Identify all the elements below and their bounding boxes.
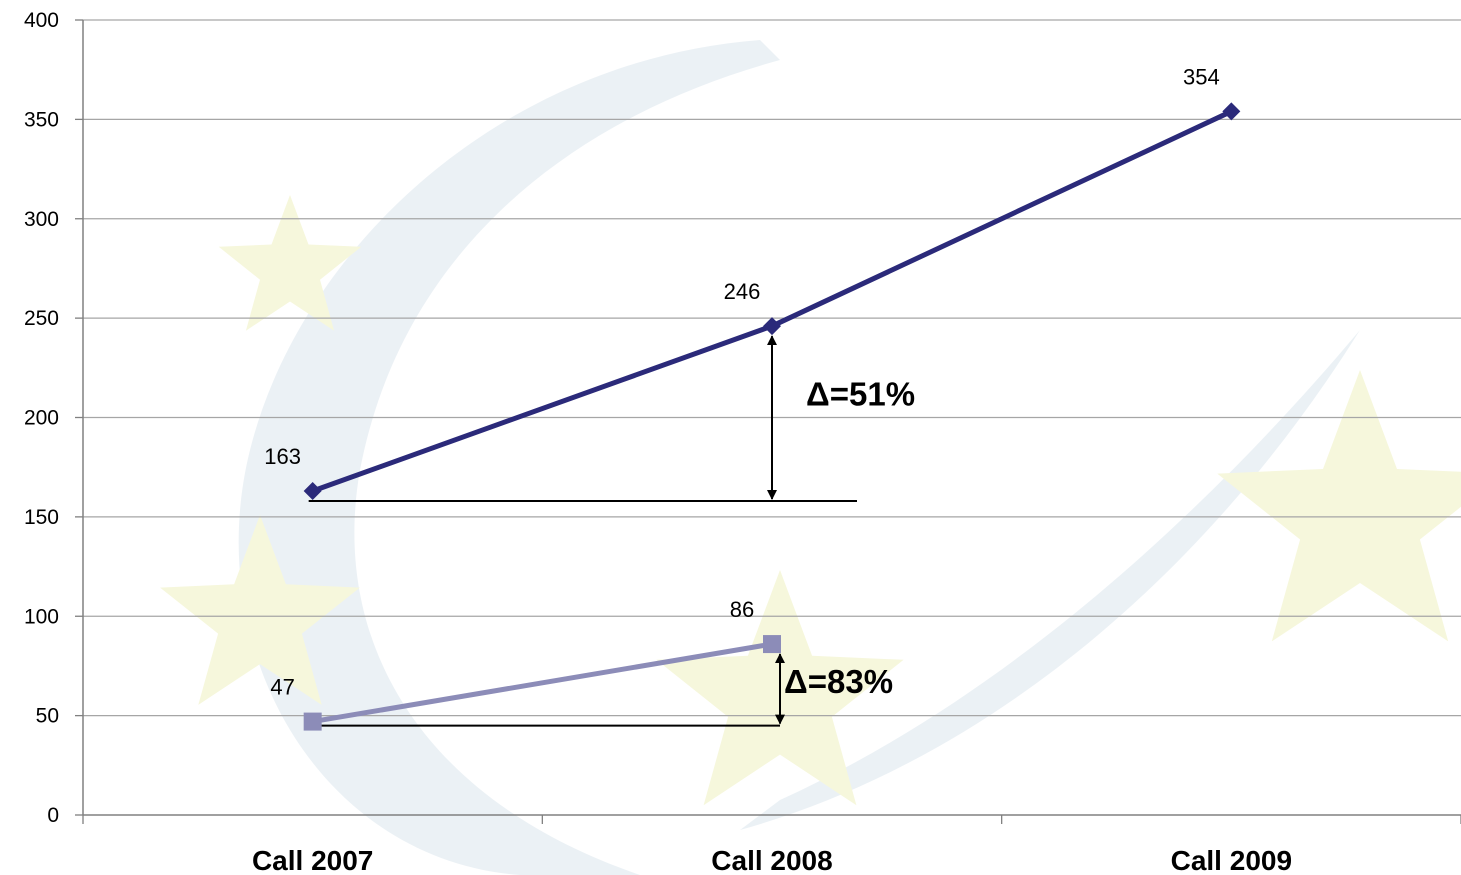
data-point-diamond [1222,102,1241,121]
y-tick-label: 300 [24,208,59,231]
y-tick-labels: 0 50 100 150 200 250 300 350 400 [24,9,59,827]
watermark-star [160,515,360,705]
annotation-label: Δ=51% [806,376,915,413]
data-point-square [303,712,322,731]
y-tick-label: 50 [36,705,59,728]
watermark-background [160,40,1461,875]
data-point-square [763,635,781,654]
y-tick-label: 200 [24,407,59,430]
x-category-label: Call 2009 [1171,845,1292,875]
y-tick-label: 250 [24,307,59,330]
watermark-star [218,195,362,331]
annotations: Δ=51% Δ=83% [308,335,915,727]
watermark-swoosh [238,40,781,875]
data-label: 47 [270,675,294,700]
data-labels: 163 246 354 47 86 [264,64,1219,699]
data-point-diamond [763,317,781,336]
y-tick-label: 100 [24,605,59,628]
series-line [312,641,773,725]
axes [82,20,1461,824]
data-label: 86 [730,597,754,622]
x-category-labels: Call 2007 Call 2008 Call 2009 [252,845,1292,875]
x-category-label: Call 2007 [252,845,373,875]
data-point-diamond [303,482,322,501]
series-lines [303,102,1241,731]
y-tick-label: 350 [24,108,59,131]
data-label: 246 [724,279,761,304]
watermark-star [1217,370,1461,642]
data-label: 354 [1183,64,1220,89]
annotation-label: Δ=83% [784,663,893,700]
y-tick-label: 150 [24,506,59,529]
x-category-label: Call 2008 [711,845,832,875]
data-label: 163 [264,444,301,469]
y-tick-label: 400 [24,9,59,32]
y-tick-label: 0 [47,804,59,827]
